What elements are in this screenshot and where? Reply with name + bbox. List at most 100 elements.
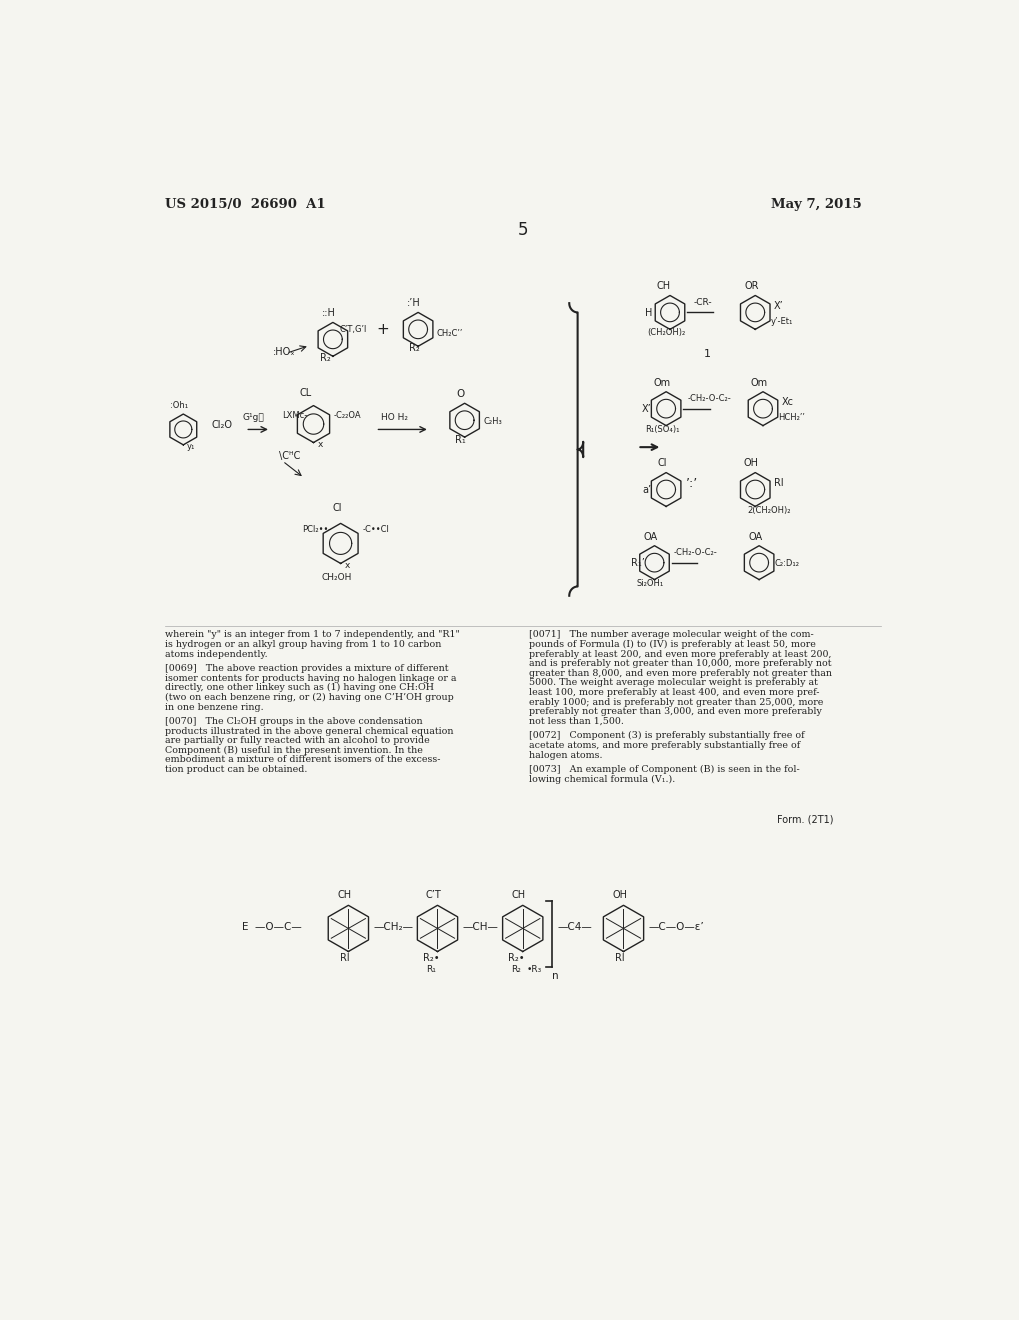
Text: [0072]   Component (3) is preferably substantially free of: [0072] Component (3) is preferably subst…: [529, 731, 804, 741]
Text: -C••Cl: -C••Cl: [362, 525, 389, 533]
Text: OA: OA: [748, 532, 761, 541]
Text: Component (B) useful in the present invention. In the: Component (B) useful in the present inve…: [164, 746, 422, 755]
Text: [0071]   The number average molecular weight of the com-: [0071] The number average molecular weig…: [529, 631, 813, 639]
Text: ::H: ::H: [322, 309, 335, 318]
Text: is hydrogen or an alkyl group having from 1 to 10 carbon: is hydrogen or an alkyl group having fro…: [164, 640, 440, 649]
Text: CH₂C’’: CH₂C’’: [436, 329, 463, 338]
Text: •R₃: •R₃: [526, 965, 541, 974]
Text: x: x: [317, 440, 322, 449]
Text: in one benzene ring.: in one benzene ring.: [164, 702, 263, 711]
Text: y₁: y₁: [187, 442, 196, 451]
Text: Xc: Xc: [781, 397, 793, 407]
Text: —C4—: —C4—: [557, 921, 592, 932]
Text: x: x: [344, 561, 350, 570]
Text: PCl₂••-: PCl₂••-: [302, 525, 331, 533]
Text: LXMc-: LXMc-: [282, 411, 308, 420]
Text: greater than 8,000, and even more preferably not greater than: greater than 8,000, and even more prefer…: [529, 669, 832, 678]
Text: E  —O—C—: E —O—C—: [242, 921, 302, 932]
Text: R₁: R₁: [454, 436, 466, 445]
Text: lowing chemical formula (V₁.).: lowing chemical formula (V₁.).: [529, 775, 675, 784]
Text: a’: a’: [642, 486, 651, 495]
Text: -C₂₂OA: -C₂₂OA: [333, 411, 361, 420]
Text: -CR-: -CR-: [693, 298, 711, 306]
Text: Form. (2T1): Form. (2T1): [776, 814, 833, 824]
Text: US 2015/0  26690  A1: US 2015/0 26690 A1: [164, 198, 325, 211]
Text: :’H: :’H: [407, 298, 421, 309]
Text: R₁(SO₄)₁: R₁(SO₄)₁: [644, 425, 679, 434]
Text: -CH₂-O-C₂-: -CH₂-O-C₂-: [674, 548, 717, 557]
Text: OH: OH: [611, 890, 627, 900]
Text: acetate atoms, and more preferably substantially free of: acetate atoms, and more preferably subst…: [529, 741, 800, 750]
Text: halogen atoms.: halogen atoms.: [529, 751, 602, 759]
Text: [0070]   The Cl₂OH groups in the above condensation: [0070] The Cl₂OH groups in the above con…: [164, 717, 422, 726]
Text: -CH₂-O-C₂-: -CH₂-O-C₂-: [687, 393, 731, 403]
Text: least 100, more preferably at least 400, and even more pref-: least 100, more preferably at least 400,…: [529, 688, 818, 697]
Text: Cl: Cl: [332, 503, 342, 513]
Text: :HOₓ: :HOₓ: [272, 347, 294, 356]
Text: R₁: R₁: [426, 965, 435, 974]
Text: 2(CH₂OH)₂: 2(CH₂OH)₂: [747, 506, 790, 515]
Text: Om: Om: [653, 378, 671, 388]
Text: —CH—: —CH—: [462, 921, 497, 932]
Text: n: n: [551, 970, 558, 981]
Text: Si₂OH₁: Si₂OH₁: [637, 578, 663, 587]
Text: not less than 1,500.: not less than 1,500.: [529, 717, 624, 726]
Text: X’: X’: [773, 301, 783, 310]
Text: (two on each benzene ring, or (2) having one C’H’OH group: (two on each benzene ring, or (2) having…: [164, 693, 453, 702]
Text: CH: CH: [656, 281, 671, 292]
Text: 5000. The weight average molecular weight is preferably at: 5000. The weight average molecular weigh…: [529, 678, 817, 688]
Text: C’T,G’l: C’T,G’l: [338, 325, 366, 334]
Text: R₂: R₂: [319, 352, 330, 363]
Text: products illustrated in the above general chemical equation: products illustrated in the above genera…: [164, 726, 452, 735]
Text: preferably at least 200, and even more preferably at least 200,: preferably at least 200, and even more p…: [529, 649, 830, 659]
Text: X’: X’: [641, 404, 650, 414]
Text: OH: OH: [743, 458, 758, 469]
Text: (CH₂OH)₂: (CH₂OH)₂: [646, 329, 685, 338]
Text: CL: CL: [300, 388, 312, 397]
Text: OR: OR: [744, 281, 758, 292]
Text: tion product can be obtained.: tion product can be obtained.: [164, 766, 307, 774]
Text: —CH₂—: —CH₂—: [373, 921, 413, 932]
Text: G¹g⸠: G¹g⸠: [242, 413, 264, 422]
Text: Om: Om: [750, 378, 767, 388]
Text: isomer contents for products having no halogen linkage or a: isomer contents for products having no h…: [164, 673, 455, 682]
Text: Rl: Rl: [773, 478, 783, 487]
Text: OA: OA: [643, 532, 657, 541]
Text: CH: CH: [512, 890, 526, 900]
Text: R₂•: R₂•: [423, 953, 439, 962]
Text: Rl: Rl: [614, 953, 624, 962]
Text: directly, one other linkey such as (1) having one CH:OH: directly, one other linkey such as (1) h…: [164, 684, 433, 692]
Text: CH₂OH: CH₂OH: [321, 573, 352, 582]
Text: R₂: R₂: [409, 343, 419, 352]
Text: +: +: [376, 322, 389, 337]
Text: R₂•: R₂•: [507, 953, 525, 962]
Text: :Oh₁: :Oh₁: [170, 401, 189, 411]
Text: 1: 1: [703, 348, 710, 359]
Text: H: H: [645, 309, 652, 318]
Text: HCH₂’’: HCH₂’’: [777, 413, 805, 422]
Text: —C—O—ε’: —C—O—ε’: [648, 921, 703, 932]
Text: y’-Et₁: y’-Et₁: [770, 317, 793, 326]
Text: 5: 5: [517, 222, 528, 239]
Text: Cl₂O: Cl₂O: [211, 420, 232, 430]
Text: embodiment a mixture of different isomers of the excess-: embodiment a mixture of different isomer…: [164, 755, 440, 764]
Text: and is preferably not greater than 10,000, more preferably not: and is preferably not greater than 10,00…: [529, 659, 830, 668]
Text: erably 1000; and is preferably not greater than 25,000, more: erably 1000; and is preferably not great…: [529, 698, 822, 706]
Text: R₁’: R₁’: [631, 558, 644, 569]
Text: preferably not greater than 3,000, and even more preferably: preferably not greater than 3,000, and e…: [529, 708, 821, 717]
Text: C₂:D₁₂: C₂:D₁₂: [773, 560, 799, 569]
Text: R₂: R₂: [511, 965, 521, 974]
Text: atoms independently.: atoms independently.: [164, 649, 267, 659]
Text: Rl: Rl: [339, 953, 348, 962]
Text: \CᴴC: \CᴴC: [278, 450, 300, 461]
Text: ’:’: ’:’: [685, 478, 697, 490]
Text: C₂H₃: C₂H₃: [483, 417, 501, 426]
Text: [0069]   The above reaction provides a mixture of different: [0069] The above reaction provides a mix…: [164, 664, 447, 673]
Text: C’T: C’T: [425, 890, 441, 900]
Text: pounds of Formula (I) to (IV) is preferably at least 50, more: pounds of Formula (I) to (IV) is prefera…: [529, 640, 815, 649]
Text: CH: CH: [337, 890, 352, 900]
Text: O: O: [457, 389, 465, 399]
Text: wherein "y" is an integer from 1 to 7 independently, and "R1": wherein "y" is an integer from 1 to 7 in…: [164, 631, 459, 639]
Text: HO H₂: HO H₂: [381, 413, 408, 422]
Text: [0073]   An example of Component (B) is seen in the fol-: [0073] An example of Component (B) is se…: [529, 766, 799, 774]
